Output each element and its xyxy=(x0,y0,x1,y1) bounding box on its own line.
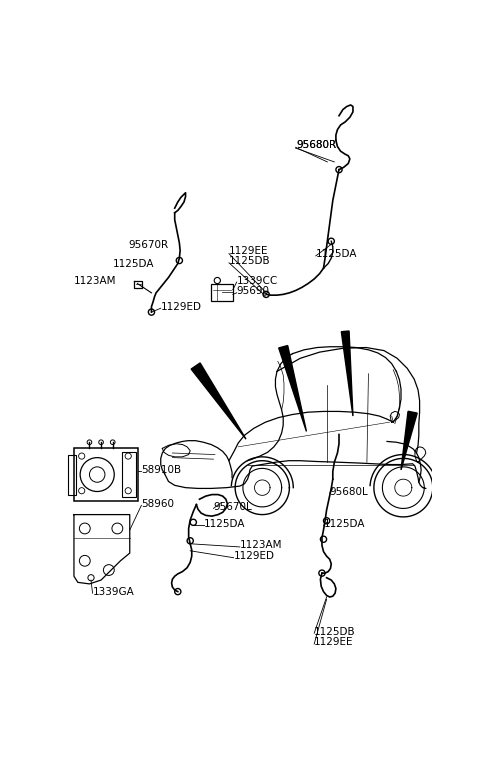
Text: 95670L: 95670L xyxy=(214,502,252,512)
Text: 1129ED: 1129ED xyxy=(161,302,202,312)
Text: 1123AM: 1123AM xyxy=(74,276,117,286)
Text: 58960: 58960 xyxy=(142,499,174,509)
Text: 1125DA: 1125DA xyxy=(324,519,365,529)
Polygon shape xyxy=(401,411,417,470)
Polygon shape xyxy=(279,346,306,432)
Text: 1129ED: 1129ED xyxy=(234,551,275,561)
Bar xyxy=(122,452,136,497)
Text: 1125DA: 1125DA xyxy=(316,249,357,259)
Polygon shape xyxy=(341,331,353,416)
Text: 1129EE: 1129EE xyxy=(314,638,354,648)
Bar xyxy=(68,455,75,495)
Polygon shape xyxy=(191,363,246,439)
Text: 1123AM: 1123AM xyxy=(240,540,282,550)
Text: 1339CC: 1339CC xyxy=(237,276,278,286)
Text: 1125DA: 1125DA xyxy=(113,259,154,269)
Text: 95680R: 95680R xyxy=(296,140,336,150)
Text: 95680R: 95680R xyxy=(296,140,336,150)
Text: 1129EE: 1129EE xyxy=(229,246,268,256)
Text: 95680L: 95680L xyxy=(330,486,369,496)
Text: 95670R: 95670R xyxy=(128,240,168,250)
Text: 1125DB: 1125DB xyxy=(229,256,271,266)
Bar xyxy=(74,449,137,501)
Text: 58910B: 58910B xyxy=(142,465,181,475)
Text: 95690: 95690 xyxy=(237,286,270,296)
Text: 1125DA: 1125DA xyxy=(204,519,246,529)
Bar xyxy=(211,283,233,300)
Text: 1125DB: 1125DB xyxy=(314,627,356,637)
Text: 1339GA: 1339GA xyxy=(93,587,134,597)
